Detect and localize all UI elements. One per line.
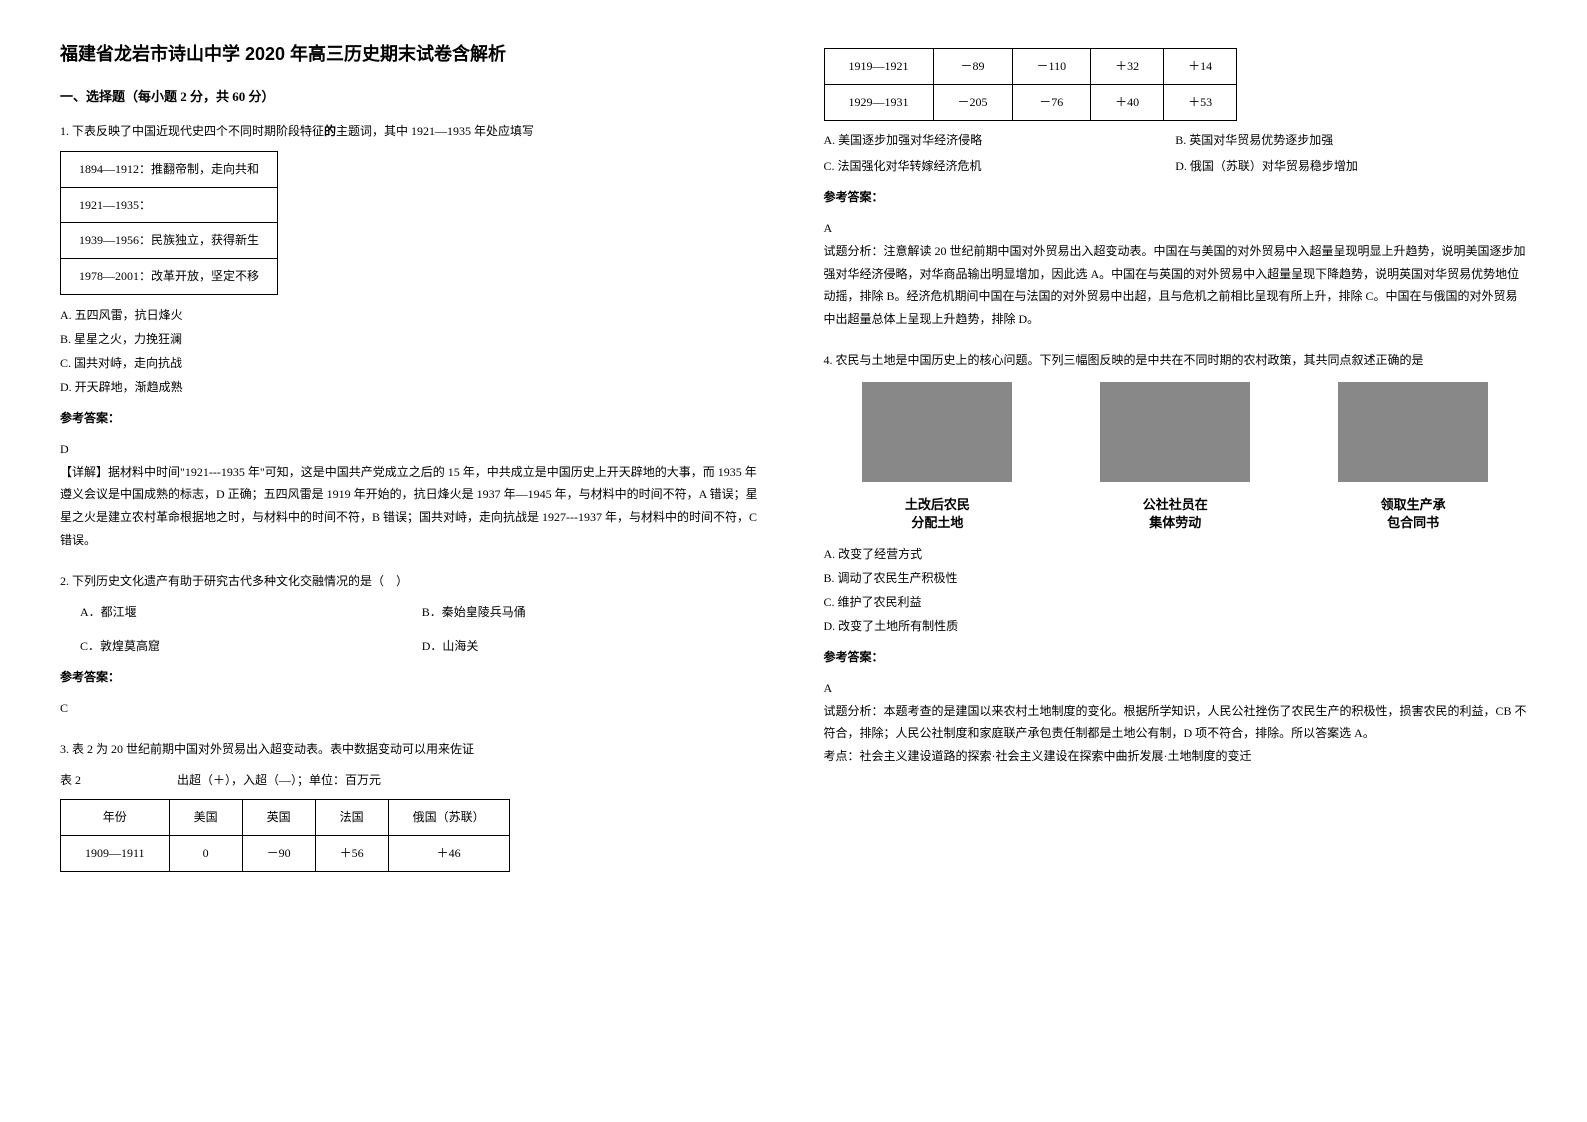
q1-opt-d: D. 开天辟地，渐趋成熟: [60, 375, 764, 399]
q4-explanation: 试题分析：本题考查的是建国以来农村土地制度的变化。根据所学知识，人民公社挫伤了农…: [824, 700, 1528, 746]
q3-answer: A: [824, 217, 1528, 240]
q2-answer-label: 参考答案：: [60, 666, 764, 689]
q4-opt-c: C. 维护了农民利益: [824, 590, 1528, 614]
q1-row-0: 1894—1912：推翻帝制，走向共和: [61, 151, 278, 187]
q4-opt-d: D. 改变了土地所有制性质: [824, 614, 1528, 638]
left-column: 福建省龙岩市诗山中学 2020 年高三历史期末试卷含解析 一、选择题（每小题 2…: [60, 40, 764, 898]
q4-options: A. 改变了经营方式 B. 调动了农民生产积极性 C. 维护了农民利益 D. 改…: [824, 542, 1528, 638]
q3-r0-1: 0: [169, 836, 242, 872]
q1-row-3: 1978—2001：改革开放，坚定不移: [61, 259, 278, 295]
q3-table: 年份 美国 英国 法国 俄国（苏联） 1909—1911 0 －90 ＋56 ＋…: [60, 799, 510, 872]
question-2: 2. 下列历史文化遗产有助于研究古代多种文化交融情况的是（ ） A．都江堰 B．…: [60, 570, 764, 720]
q4-text: 4. 农民与土地是中国历史上的核心问题。下列三幅图反映的是中共在不同时期的农村政…: [824, 349, 1528, 372]
q4-image-1-placeholder: [862, 382, 1012, 482]
q1-text: 1. 下表反映了中国近现代史四个不同时期阶段特征的主题词，其中 1921—193…: [60, 120, 764, 143]
q3-r2-3: ＋40: [1091, 84, 1164, 120]
q4-kaodian: 考点：社会主义建设道路的探索·社会主义建设在探索中曲折发展·土地制度的变迁: [824, 745, 1528, 768]
q4-img-2: 公社社员在集体劳动: [1061, 382, 1289, 532]
q2-opt-a: A．都江堰: [60, 601, 422, 624]
q4-opt-a: A. 改变了经营方式: [824, 542, 1528, 566]
q1-explanation: 【详解】据材料中时间"1921---1935 年"可知，这是中国共产党成立之后的…: [60, 461, 764, 552]
q1-opt-b: B. 星星之火，力挽狂澜: [60, 327, 764, 351]
q1-opt-c: C. 国共对峙，走向抗战: [60, 351, 764, 375]
section-title: 一、选择题（每小题 2 分，共 60 分）: [60, 86, 764, 105]
q1-opt-a: A. 五四风雷，抗日烽火: [60, 303, 764, 327]
q3-h-1: 美国: [169, 800, 242, 836]
q1-answer: D: [60, 438, 764, 461]
q3-opt-a: A. 美国逐步加强对华经济侵略: [824, 129, 1176, 152]
q2-opt-c: C．敦煌莫高窟: [60, 635, 422, 658]
q3-r1-0: 1919—1921: [824, 49, 933, 85]
q3-opt-b: B. 英国对华贸易优势逐步加强: [1175, 129, 1527, 152]
q3-h-4: 俄国（苏联）: [388, 800, 509, 836]
q1-text-part1: 1. 下表反映了中国近现代史四个不同时期阶段特征: [60, 124, 324, 138]
q2-row-2: C．敦煌莫高窟 D．山海关: [60, 635, 764, 658]
q1-options: A. 五四风雷，抗日烽火 B. 星星之火，力挽狂澜 C. 国共对峙，走向抗战 D…: [60, 303, 764, 399]
q3-row-0: 1909—1911 0 －90 ＋56 ＋46: [61, 836, 510, 872]
q4-img-3: 领取生产承包合同书: [1299, 382, 1527, 532]
q3-table-caption: 表 2 出超（＋），入超（—）；单位：百万元: [60, 769, 764, 792]
q1-row-2: 1939—1956：民族独立，获得新生: [61, 223, 278, 259]
q3-h-2: 英国: [242, 800, 315, 836]
q1-row-1: 1921—1935：: [61, 187, 278, 223]
q2-answer: C: [60, 697, 764, 720]
q3-text: 3. 表 2 为 20 世纪前期中国对外贸易出入超变动表。表中数据变动可以用来佐…: [60, 738, 764, 761]
q4-opt-b: B. 调动了农民生产积极性: [824, 566, 1528, 590]
q4-image-3-placeholder: [1338, 382, 1488, 482]
q3-opts-row1: A. 美国逐步加强对华经济侵略 B. 英国对华贸易优势逐步加强: [824, 129, 1528, 152]
q1-table: 1894—1912：推翻帝制，走向共和 1921—1935： 1939—1956…: [60, 151, 278, 295]
q3-opts-row2: C. 法国强化对华转嫁经济危机 D. 俄国（苏联）对华贸易稳步增加: [824, 155, 1528, 178]
q1-answer-label: 参考答案：: [60, 407, 764, 430]
q1-text-part2: 主题词，其中 1921—1935 年处应填写: [336, 124, 534, 138]
q3-opt-c: C. 法国强化对华转嫁经济危机: [824, 155, 1176, 178]
question-3-part1: 3. 表 2 为 20 世纪前期中国对外贸易出入超变动表。表中数据变动可以用来佐…: [60, 738, 764, 880]
q3-r2-4: ＋53: [1164, 84, 1237, 120]
q1-bold-char: 的: [324, 124, 336, 138]
q2-text: 2. 下列历史文化遗产有助于研究古代多种文化交融情况的是（ ）: [60, 570, 764, 593]
q4-image-2-placeholder: [1100, 382, 1250, 482]
question-1: 1. 下表反映了中国近现代史四个不同时期阶段特征的主题词，其中 1921—193…: [60, 120, 764, 552]
q3-r2-0: 1929—1931: [824, 84, 933, 120]
q3-row-1: 1919—1921 －89 －110 ＋32 ＋14: [824, 49, 1237, 85]
q3-explanation: 试题分析：注意解读 20 世纪前期中国对外贸易出入超变动表。中国在与美国的对外贸…: [824, 240, 1528, 331]
page-title: 福建省龙岩市诗山中学 2020 年高三历史期末试卷含解析: [60, 40, 764, 66]
q3-h-3: 法国: [315, 800, 388, 836]
question-3-part2: 1919—1921 －89 －110 ＋32 ＋14 1929—1931 －20…: [824, 40, 1528, 331]
q2-opt-b: B．秦始皇陵兵马俑: [422, 601, 764, 624]
q3-r1-4: ＋14: [1164, 49, 1237, 85]
q3-r1-1: －89: [933, 49, 1012, 85]
q3-r1-2: －110: [1012, 49, 1091, 85]
q3-header-row: 年份 美国 英国 法国 俄国（苏联）: [61, 800, 510, 836]
q3-h-0: 年份: [61, 800, 170, 836]
q3-r2-2: －76: [1012, 84, 1091, 120]
q4-cap-3: 领取生产承包合同书: [1299, 496, 1527, 532]
q4-cap-1: 土改后农民分配土地: [824, 496, 1052, 532]
q4-img-1: 土改后农民分配土地: [824, 382, 1052, 532]
q3-table-cont: 1919—1921 －89 －110 ＋32 ＋14 1929—1931 －20…: [824, 48, 1238, 121]
right-column: 1919—1921 －89 －110 ＋32 ＋14 1929—1931 －20…: [824, 40, 1528, 898]
q3-r0-4: ＋46: [388, 836, 509, 872]
q2-opt-d: D．山海关: [422, 635, 764, 658]
q3-r2-1: －205: [933, 84, 1012, 120]
q3-r1-3: ＋32: [1091, 49, 1164, 85]
q4-images: 土改后农民分配土地 公社社员在集体劳动 领取生产承包合同书: [824, 382, 1528, 532]
q3-answer-label: 参考答案：: [824, 186, 1528, 209]
q3-row-2: 1929—1931 －205 －76 ＋40 ＋53: [824, 84, 1237, 120]
q4-answer: A: [824, 677, 1528, 700]
question-4: 4. 农民与土地是中国历史上的核心问题。下列三幅图反映的是中共在不同时期的农村政…: [824, 349, 1528, 768]
q4-answer-label: 参考答案：: [824, 646, 1528, 669]
q4-cap-2: 公社社员在集体劳动: [1061, 496, 1289, 532]
q2-row-1: A．都江堰 B．秦始皇陵兵马俑: [60, 601, 764, 624]
q3-r0-3: ＋56: [315, 836, 388, 872]
q3-opt-d: D. 俄国（苏联）对华贸易稳步增加: [1175, 155, 1527, 178]
q3-r0-2: －90: [242, 836, 315, 872]
q3-r0-0: 1909—1911: [61, 836, 170, 872]
